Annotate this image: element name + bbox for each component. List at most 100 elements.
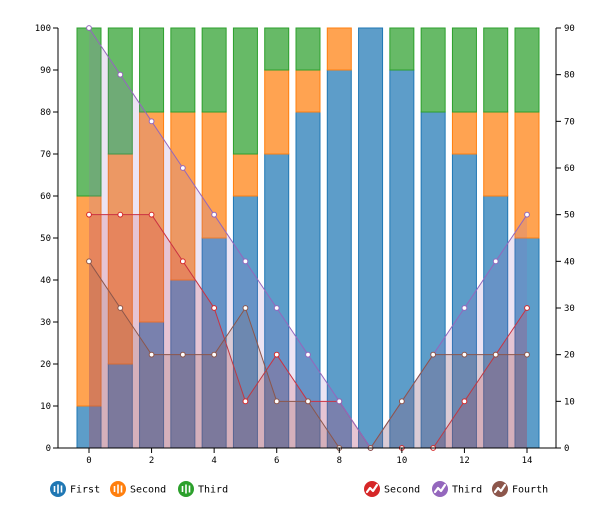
point-third-5 (242, 258, 249, 265)
bar-second-2 (139, 111, 165, 323)
y-left-tick-label: 30 (40, 318, 51, 328)
bar-second-1 (107, 153, 133, 365)
point-third-8 (336, 398, 343, 405)
point-fourth-1 (117, 305, 124, 311)
y-right-tick-label: 80 (564, 71, 575, 81)
legend-bar-glyph (185, 484, 187, 494)
bar-second-6 (264, 69, 290, 155)
y-left-tick-label: 60 (40, 192, 51, 202)
legend-item-third[interactable]: Third (178, 481, 228, 497)
bar-second-7 (295, 69, 321, 113)
y-left-tick-label: 0 (46, 444, 51, 454)
point-third-1 (117, 71, 124, 78)
point-third-14 (524, 211, 530, 218)
legend-item-line-third[interactable]: Third (432, 481, 482, 497)
legend-label: First (70, 485, 100, 496)
y-left-tick-label: 40 (40, 276, 51, 286)
y-right-tick-label: 90 (564, 24, 575, 34)
point-third-12 (461, 305, 468, 311)
point-fourth-5 (242, 305, 249, 311)
bar-third-10 (389, 27, 415, 71)
legend-layer: First Second Third Second Third Fourth (50, 481, 548, 497)
point-second-1 (117, 211, 124, 218)
point-second-5 (242, 398, 249, 405)
y-left-tick-label: 10 (40, 402, 51, 412)
y-right-tick-label: 20 (564, 351, 575, 361)
x-tick-label: 12 (459, 456, 470, 466)
point-third-13 (492, 258, 499, 265)
bar-second-13 (483, 111, 509, 197)
legend-label: Second (130, 485, 166, 496)
bar-third-6 (264, 27, 290, 71)
y-left-tick-label: 80 (40, 108, 51, 118)
point-second-4 (211, 305, 218, 311)
y-right-tick-label: 60 (564, 164, 575, 174)
point-third-6 (273, 305, 280, 311)
y-right-tick-label: 70 (564, 117, 575, 127)
bar-second-0 (76, 195, 102, 407)
legend-item-line-second[interactable]: Second (364, 481, 420, 497)
bar-third-14 (514, 27, 540, 113)
legend-label: Second (384, 485, 420, 496)
legend-line-glyph (433, 483, 447, 494)
axes-layer: 0102030405060708090100010203040506070809… (35, 24, 575, 466)
point-fourth-11 (430, 351, 437, 358)
point-fourth-2 (148, 351, 155, 358)
x-tick-label: 4 (211, 456, 216, 466)
bar-first-0 (76, 405, 102, 449)
legend-item-line-fourth[interactable]: Fourth (492, 481, 548, 497)
x-tick-label: 14 (522, 456, 533, 466)
bar-first-3 (170, 279, 196, 449)
y-left-tick-label: 100 (35, 24, 51, 34)
bar-first-10 (389, 69, 415, 449)
legend-item-first[interactable]: First (50, 481, 100, 497)
point-second-6 (273, 351, 280, 358)
y-left-tick-label: 20 (40, 360, 51, 370)
lines-layer (86, 25, 530, 451)
bar-third-12 (451, 27, 477, 113)
y-right-tick-label: 30 (564, 304, 575, 314)
legend-bar-glyph (117, 484, 119, 494)
point-third-2 (148, 118, 155, 125)
legend-label: Third (198, 485, 228, 496)
legend-bar-glyph (188, 485, 191, 493)
point-second-14 (524, 305, 530, 311)
point-fourth-0 (86, 258, 92, 265)
bar-third-7 (295, 27, 321, 71)
x-tick-label: 10 (396, 456, 407, 466)
point-second-12 (461, 398, 468, 405)
bar-second-3 (170, 111, 196, 281)
bar-first-9 (358, 27, 384, 449)
legend-bar-glyph (120, 485, 123, 493)
point-fourth-12 (461, 351, 468, 358)
point-fourth-13 (492, 351, 499, 358)
y-right-tick-label: 0 (564, 444, 569, 454)
legend-line-glyph (365, 483, 379, 494)
bar-first-11 (420, 111, 446, 449)
line-area-third (89, 28, 527, 448)
bar-first-1 (107, 363, 133, 449)
bar-third-3 (170, 27, 196, 113)
point-second-0 (86, 211, 92, 218)
point-third-3 (179, 165, 186, 171)
bar-third-4 (201, 27, 227, 113)
legend-label: Third (452, 485, 482, 496)
point-fourth-14 (524, 351, 530, 358)
point-third-0 (86, 25, 92, 31)
bar-second-8 (326, 27, 352, 71)
point-fourth-10 (398, 398, 405, 405)
legend-bar-glyph (53, 486, 56, 492)
legend-bar-glyph (57, 484, 59, 494)
bar-second-12 (451, 111, 477, 155)
y-right-tick-label: 10 (564, 397, 575, 407)
y-left-tick-label: 90 (40, 66, 51, 76)
point-third-7 (305, 351, 311, 358)
legend-item-second[interactable]: Second (110, 481, 166, 497)
x-tick-label: 0 (86, 456, 91, 466)
legend-bar-glyph (113, 486, 116, 492)
bar-third-13 (483, 27, 509, 113)
legend-label: Fourth (512, 485, 548, 496)
point-fourth-6 (273, 398, 280, 405)
point-third-4 (211, 211, 218, 218)
y-right-tick-label: 40 (564, 257, 575, 267)
